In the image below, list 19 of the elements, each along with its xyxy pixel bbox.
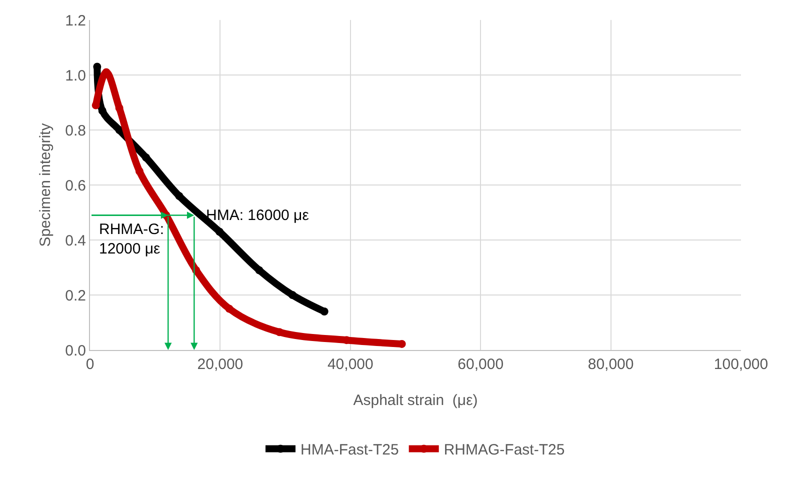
x-tick-label: 20,000	[197, 356, 244, 373]
x-tick-label: 80,000	[588, 356, 634, 373]
y-tick-label: 1.0	[65, 67, 86, 84]
y-tick-label: 0.8	[65, 122, 86, 140]
annotation: HMA: 16000 με	[206, 207, 310, 224]
y-tick-label: 0.0	[65, 342, 86, 360]
y-axis-title: Specimen integrity	[37, 122, 54, 247]
y-tick-label: 0.6	[65, 177, 86, 194]
x-axis-title: Asphalt strain (με)	[353, 392, 478, 409]
legend-label: HMA-Fast-T25	[300, 442, 399, 459]
x-tick-label: 100,000	[714, 356, 768, 373]
annotation: RHMA-G: 12000 με	[99, 221, 164, 258]
x-tick-label: 40,000	[327, 356, 374, 373]
y-tick-label: 0.4	[65, 232, 86, 250]
y-tick-label: 0.2	[65, 287, 86, 304]
x-tick-label: 60,000	[458, 356, 504, 373]
x-tick-label: 0	[86, 356, 94, 373]
legend-label: RHMAG-Fast-T25	[444, 442, 565, 459]
y-tick-label: 1.2	[65, 12, 86, 30]
